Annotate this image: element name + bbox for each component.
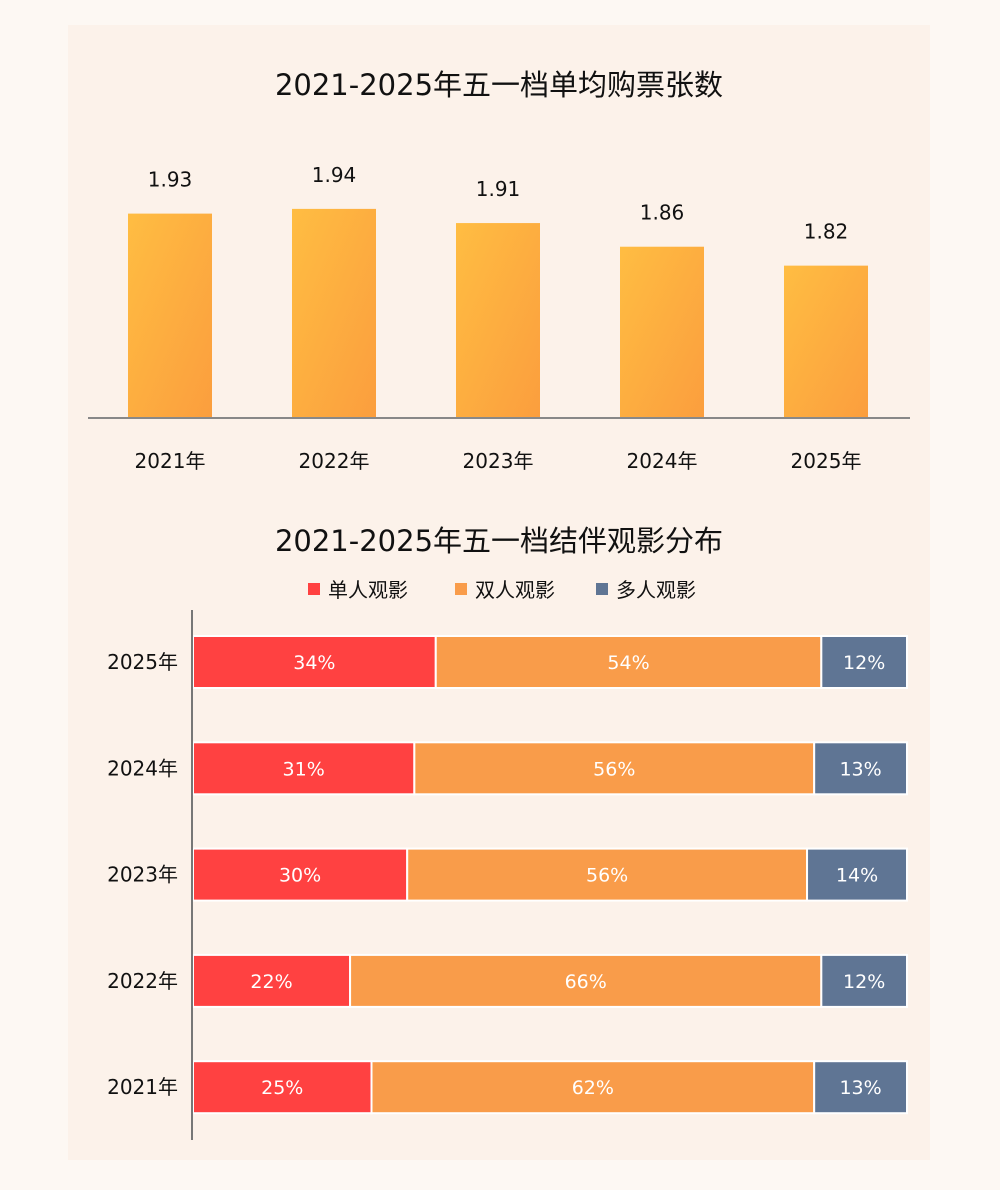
segment-value-label: 12% — [843, 652, 885, 674]
segment-value-label: 30% — [279, 865, 321, 887]
x-tick-label: 2025年 — [791, 449, 862, 473]
bar-2024年 — [620, 246, 704, 417]
segment-value-label: 12% — [843, 971, 885, 993]
segment-value-label: 62% — [572, 1077, 614, 1099]
y-tick-label: 2025年 — [107, 650, 178, 674]
segment-双人观影-2021年 — [370, 1060, 816, 1115]
bar-2023年 — [456, 223, 540, 417]
segment-value-label: 14% — [836, 865, 878, 887]
legend-swatch — [596, 583, 608, 595]
x-tick-label: 2022年 — [299, 449, 370, 473]
segment-value-label: 56% — [586, 865, 628, 887]
x-tick-label: 2023年 — [463, 449, 534, 473]
bar-value-label: 1.93 — [148, 168, 193, 192]
segment-多人观影-2024年 — [813, 741, 908, 796]
legend-label: 双人观影 — [475, 578, 555, 602]
x-tick-label: 2024年 — [627, 449, 698, 473]
bar-value-label: 1.82 — [804, 220, 849, 244]
segment-双人观影-2022年 — [349, 953, 823, 1008]
segment-多人观影-2025年 — [820, 635, 909, 689]
segment-value-label: 25% — [261, 1077, 303, 1099]
y-tick-label: 2024年 — [107, 756, 178, 780]
segment-value-label: 34% — [293, 652, 335, 674]
y-tick-label: 2021年 — [107, 1075, 178, 1099]
bar-2022年 — [292, 208, 376, 417]
segment-单人观影-2021年 — [192, 1060, 373, 1115]
segment-多人观影-2022年 — [820, 953, 909, 1008]
bar-value-label: 1.86 — [640, 201, 685, 225]
legend-label: 单人观影 — [328, 578, 408, 602]
segment-双人观影-2025年 — [434, 635, 823, 689]
y-tick-label: 2023年 — [107, 863, 178, 887]
segment-value-label: 22% — [250, 971, 292, 993]
segment-value-label: 13% — [839, 1077, 881, 1099]
legend-swatch — [308, 583, 320, 595]
segment-value-label: 54% — [607, 652, 649, 674]
segment-value-label: 13% — [839, 758, 881, 780]
bar-chart-title: 2021-2025年五一档单均购票张数 — [275, 68, 723, 102]
segment-多人观影-2021年 — [813, 1060, 908, 1115]
segment-value-label: 56% — [593, 758, 635, 780]
bar-2025年 — [784, 265, 868, 417]
segment-单人观影-2025年 — [192, 635, 437, 689]
segment-value-label: 31% — [283, 758, 325, 780]
bar-2021年 — [128, 213, 212, 417]
stacked-chart-title: 2021-2025年五一档结伴观影分布 — [275, 524, 723, 558]
bar-value-label: 1.91 — [476, 177, 521, 201]
legend-label: 多人观影 — [616, 578, 696, 602]
segment-多人观影-2023年 — [806, 847, 908, 902]
y-tick-label: 2022年 — [107, 969, 178, 993]
bar-value-label: 1.94 — [312, 163, 357, 187]
segment-value-label: 66% — [565, 971, 607, 993]
segment-单人观影-2022年 — [192, 953, 352, 1008]
legend-swatch — [455, 583, 467, 595]
x-tick-label: 2021年 — [135, 449, 206, 473]
